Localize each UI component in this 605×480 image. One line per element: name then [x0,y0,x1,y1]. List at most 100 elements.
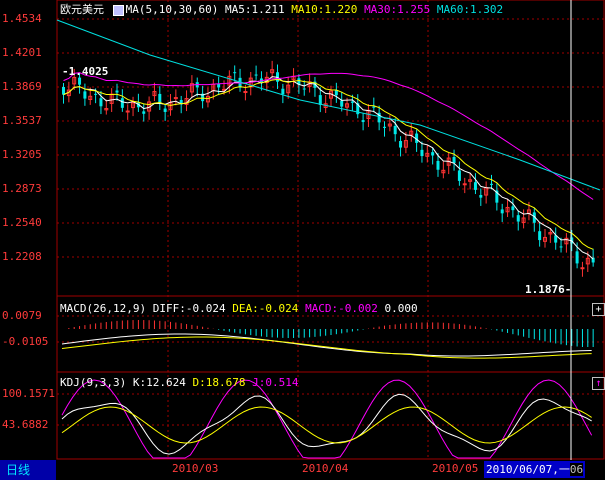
kdj-d-line [61,406,592,444]
candle-body [462,183,467,186]
ma-title: MA(5,10,30,60) [125,3,219,16]
candle-body [120,98,124,108]
candle-body [559,246,563,248]
candle-body [585,257,590,265]
instrument-name: 欧元美元 [60,3,104,16]
candle-body [377,112,381,123]
ma60-value: MA60:1.302 [436,3,504,16]
low-value: 1.1876 [525,283,565,296]
x-tick: 2010/04 [302,462,349,475]
macd-diff: DIFF:-0.024 [152,302,226,315]
price-header: 欧元美元 MA(5,10,30,60) MA5:1.211 MA10:1.220… [60,1,503,17]
candle-body [425,152,430,157]
candle-body [125,110,130,113]
candle-body [189,83,194,93]
candle-body [270,69,275,74]
candle-body [511,206,515,211]
macd-indicator[interactable] [61,320,594,359]
ma10-line [63,78,594,250]
candle-body [115,90,119,93]
candle-body [62,87,65,95]
candle-body [94,93,98,95]
candle-body [495,190,499,203]
candle-body [72,76,77,85]
candle-body [233,72,237,74]
candle-body [580,267,585,270]
candle-body [441,169,446,174]
candle-body [99,98,103,107]
moving-average-lines [56,19,601,260]
candle-body [313,81,317,88]
candle-body [436,160,440,170]
kdj-j: J:0.514 [252,376,299,389]
candle-body [516,215,520,222]
candle-body [217,83,221,88]
price-tick: 1.3537 [2,114,42,127]
kdj-tick: 43.6882 [2,418,49,431]
candle-body [490,183,493,185]
x-tick: 2010/03 [172,462,219,475]
cursor-date-text: 2010/06/07,一 [486,463,570,476]
candle-body [452,156,456,163]
candle-body [302,88,306,90]
candle-body [142,111,146,114]
ma5-line [63,76,594,260]
macd-extra: 0.000 [384,302,418,315]
candle-body [104,108,109,111]
ma30-line [63,72,594,200]
candle-body [136,102,140,108]
candle-body [83,91,87,99]
macd-title: MACD(26,12,9) [60,302,147,315]
kdj-k: K:12.624 [132,376,186,389]
candle-body [205,95,210,103]
kdj-up-button[interactable]: ↑ [592,377,605,390]
kdj-tick: 100.1571 [2,387,55,400]
candle-body [575,251,579,264]
macd-value: MACD:-0.002 [305,302,378,315]
candle-body [387,123,392,127]
candle-body [564,237,569,245]
candlesticks[interactable] [62,60,595,277]
macd-header: MACD(26,12,9) DIFF:-0.024 DEA:-0.024 MAC… [60,302,418,315]
candle-body [505,206,510,213]
macd-tick: -0.0105 [2,335,49,348]
kdj-indicator[interactable] [61,379,593,459]
candle-body [297,78,301,85]
candle-body [163,108,167,112]
candle-body [372,106,376,108]
candle-body [254,74,258,76]
candle-body [591,257,595,263]
candle-body [468,179,473,182]
price-tick: 1.3869 [2,80,42,93]
candle-body [201,93,205,102]
ma-toggle-icon[interactable] [112,4,124,16]
macd-expand-button[interactable]: + [592,303,605,316]
period-tab-daily[interactable]: 日线 [0,460,56,480]
candle-body [227,75,232,86]
kdj-k-line [61,393,592,455]
candle-body [356,103,360,115]
candle-body [78,77,82,85]
high-value: 1.4025 [68,65,109,78]
candle-body [243,91,248,94]
candle-body [473,182,477,190]
candle-body [420,149,424,157]
candle-body [393,125,397,135]
candle-body [538,231,542,241]
candle-body [403,140,408,148]
price-tick: 1.2540 [2,216,42,229]
price-tick: 1.4201 [2,46,42,59]
chart-canvas[interactable] [0,0,605,460]
x-tick: 2010/05 [432,462,479,475]
cursor-date-tail: 06 [569,463,584,476]
candle-body [521,217,526,223]
kdj-header: KDJ(9,3,3) K:12.624 D:18.678 J:0.514 [60,376,298,389]
price-tick: 1.3205 [2,148,42,161]
candle-body [88,95,93,100]
candle-body [350,101,354,103]
candle-body [334,90,338,96]
candle-body [415,133,419,143]
kdj-d: D:18.678 [192,376,246,389]
candle-body [543,236,547,242]
candle-body [286,84,291,94]
